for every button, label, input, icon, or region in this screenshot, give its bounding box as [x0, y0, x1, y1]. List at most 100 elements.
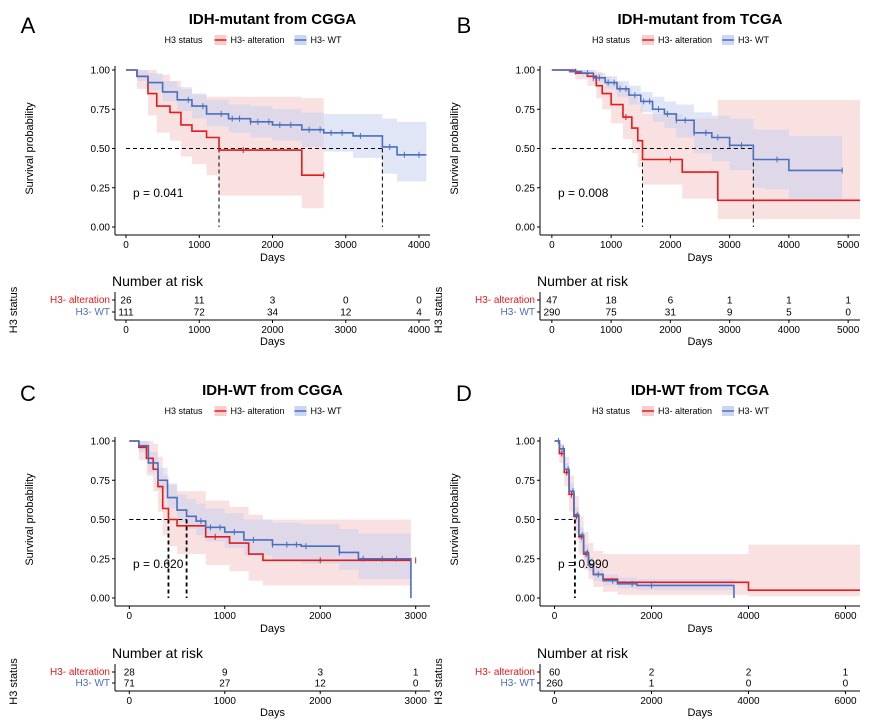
risk-x-tick-label: 3000	[719, 325, 742, 336]
legend-label-wt: H3- WT	[311, 35, 342, 45]
x-tick-label: 0	[127, 611, 133, 622]
y-tick-label: 0.75	[516, 476, 536, 487]
y-tick-label: 0.00	[91, 594, 111, 605]
y-tick-label: 0.75	[91, 476, 111, 487]
risk-count-wt: 0	[413, 679, 419, 690]
ci-band-wt	[551, 70, 843, 201]
risk-count-alteration: 26	[120, 296, 132, 307]
legend-title: H3 status	[165, 35, 204, 45]
risk-count-alteration: 60	[549, 668, 561, 679]
panel-a: A IDH-mutant from CGGA H3 status H3- altera…	[8, 11, 431, 348]
risk-x-tick-label: 2000	[640, 696, 663, 707]
km-curve-wt	[551, 69, 843, 172]
risk-count-wt: 1	[649, 679, 655, 690]
risk-count-alteration: 6	[668, 296, 674, 307]
y-tick-label: 0.00	[516, 594, 536, 605]
risk-count-wt: 111	[118, 308, 134, 319]
chart-title: IDH-WT from CGGA	[202, 382, 343, 399]
legend-label-alteration: H3- alteration	[658, 35, 712, 45]
x-tick-label: 2000	[640, 611, 663, 622]
legend: H3 status H3- alteration H3- WT	[165, 35, 342, 45]
panel-b: B IDH-mutant from TCGA H3 status H3- altera…	[433, 11, 860, 348]
legend-title: H3 status	[165, 406, 204, 416]
risk-x-tick-label: 2000	[261, 325, 284, 336]
y-tick-label: 0.50	[516, 144, 536, 155]
risk-y-axis-label: H3 status	[8, 658, 20, 705]
y-tick-label: 0.25	[516, 554, 536, 565]
y-tick-label: 0.25	[516, 183, 536, 194]
risk-row-label-wt: H3- WT	[76, 307, 110, 318]
risk-count-alteration: 3	[317, 668, 323, 679]
legend-label-alteration: H3- alteration	[231, 406, 285, 416]
y-tick-label: 1.00	[91, 66, 111, 77]
risk-count-wt: 75	[606, 308, 618, 319]
ci-band-alteration	[554, 441, 860, 597]
risk-count-alteration: 28	[124, 668, 136, 679]
chart-title: IDH-mutant from TCGA	[618, 11, 783, 28]
x-axis-label: Days	[687, 252, 713, 264]
panel-letter: D	[456, 381, 472, 406]
risk-row-label-wt: H3- WT	[501, 307, 535, 318]
x-tick-label: 1000	[214, 611, 237, 622]
y-tick-label: 0.00	[91, 223, 111, 234]
x-tick-label: 0	[552, 611, 558, 622]
risk-count-alteration: 11	[194, 296, 205, 307]
risk-count-wt: 5	[786, 308, 792, 319]
legend-label-alteration: H3- alteration	[231, 35, 285, 45]
risk-x-axis-label: Days	[687, 707, 713, 719]
risk-x-tick-label: 0	[127, 696, 133, 707]
x-tick-label: 4000	[737, 611, 760, 622]
km-curve-wt	[554, 440, 735, 598]
p-value: p = 0.620	[133, 557, 184, 571]
risk-count-alteration: 1	[786, 296, 792, 307]
y-axis-label: Survival probability	[24, 102, 36, 195]
panel-letter: B	[457, 13, 472, 38]
risk-count-alteration: 2	[649, 668, 655, 679]
x-tick-label: 5000	[837, 240, 860, 251]
risk-count-wt: 290	[544, 308, 561, 319]
legend: H3 status H3- alteration H3- WT	[592, 406, 769, 416]
x-axis-label: Days	[260, 623, 286, 635]
risk-count-wt: 27	[219, 679, 231, 690]
p-value: p = 0.990	[558, 557, 609, 571]
risk-y-axis-label: H3 status	[8, 286, 20, 333]
risk-count-alteration: 0	[343, 296, 349, 307]
y-tick-label: 0.00	[516, 223, 536, 234]
y-tick-label: 0.75	[91, 105, 111, 116]
risk-table-heading: Number at risk	[112, 645, 204, 661]
chart-title: IDH-mutant from CGGA	[189, 11, 357, 28]
ci-band-wt	[129, 441, 411, 580]
risk-x-tick-label: 2000	[309, 696, 332, 707]
risk-count-wt: 31	[665, 308, 677, 319]
risk-count-alteration: 0	[416, 296, 422, 307]
risk-count-alteration: 1	[845, 296, 851, 307]
panel-letter: C	[20, 381, 36, 406]
y-tick-label: 0.75	[516, 105, 536, 116]
risk-x-tick-label: 0	[549, 325, 555, 336]
risk-x-tick-label: 3000	[405, 696, 428, 707]
risk-count-wt: 4	[416, 308, 422, 319]
risk-count-alteration: 1	[843, 668, 849, 679]
risk-x-tick-label: 1000	[600, 325, 623, 336]
risk-count-wt: 72	[194, 308, 206, 319]
risk-count-alteration: 47	[546, 296, 558, 307]
x-tick-label: 0	[549, 240, 555, 251]
y-tick-label: 0.50	[516, 515, 536, 526]
risk-count-wt: 0	[845, 308, 851, 319]
x-tick-label: 2000	[261, 240, 284, 251]
risk-count-alteration: 3	[270, 296, 276, 307]
x-tick-label: 2000	[309, 611, 332, 622]
y-tick-label: 1.00	[516, 66, 536, 77]
legend-title: H3 status	[592, 406, 631, 416]
risk-count-alteration: 1	[413, 668, 419, 679]
risk-x-tick-label: 0	[123, 325, 129, 336]
legend-label-alteration: H3- alteration	[658, 406, 712, 416]
y-tick-label: 1.00	[91, 437, 111, 448]
x-tick-label: 6000	[834, 611, 857, 622]
chart-title: IDH-WT from TCGA	[631, 382, 769, 399]
risk-x-axis-label: Days	[260, 336, 286, 348]
risk-table-heading: Number at risk	[537, 645, 629, 661]
